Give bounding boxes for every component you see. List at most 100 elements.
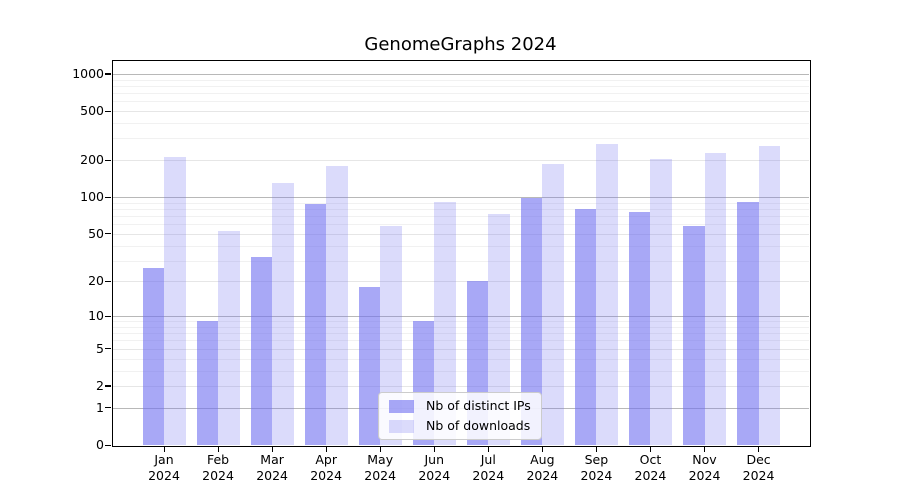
gridline-minor bbox=[113, 208, 809, 210]
month-year: 2024 bbox=[742, 468, 775, 483]
bar-ips-feb bbox=[196, 321, 219, 445]
bar-ips-apr bbox=[304, 203, 327, 445]
month-abbrev: Dec bbox=[746, 452, 771, 467]
month-year: 2024 bbox=[310, 468, 343, 483]
y-tick-mark bbox=[105, 110, 111, 112]
x-tick-mark bbox=[163, 446, 165, 452]
month-abbrev: Feb bbox=[206, 452, 230, 467]
y-tick-label: 200 bbox=[80, 152, 104, 168]
x-tick-mark bbox=[433, 446, 435, 452]
y-tick-label: 20 bbox=[88, 273, 104, 289]
gridline-minor bbox=[113, 224, 809, 226]
month-year: 2024 bbox=[148, 468, 180, 483]
legend: Nb of distinct IPs Nb of downloads bbox=[378, 392, 542, 440]
y-tick-mark bbox=[105, 385, 111, 387]
gridline-major bbox=[113, 197, 809, 199]
gridline-minor bbox=[113, 260, 809, 262]
bar-downloads-mar bbox=[272, 183, 294, 445]
gridline-minor bbox=[113, 358, 809, 360]
month-year: 2024 bbox=[256, 468, 288, 483]
gridline-minor bbox=[113, 79, 809, 81]
month-year: 2024 bbox=[688, 468, 721, 483]
x-tick-label-nov: Nov 2024 bbox=[673, 452, 737, 484]
legend-swatch-distinct-ips bbox=[389, 399, 414, 413]
y-tick-mark bbox=[105, 73, 111, 75]
month-abbrev: Apr bbox=[315, 452, 337, 467]
legend-item-distinct-ips: Nb of distinct IPs bbox=[389, 398, 537, 414]
bar-downloads-aug bbox=[542, 164, 564, 445]
bar-downloads-nov bbox=[704, 152, 726, 445]
x-tick-label-feb: Feb 2024 bbox=[186, 452, 250, 484]
month-abbrev: Nov bbox=[692, 452, 717, 467]
month-abbrev: May bbox=[367, 452, 394, 467]
month-abbrev: Oct bbox=[639, 452, 662, 467]
y-tick-label: 500 bbox=[80, 103, 104, 119]
x-tick-mark bbox=[758, 446, 760, 452]
bar-ips-dec bbox=[737, 202, 759, 445]
gridline-minor bbox=[113, 333, 809, 335]
bar-downloads-oct bbox=[650, 158, 672, 445]
legend-label-downloads: Nb of downloads bbox=[426, 418, 531, 433]
x-tick-label-aug: Aug 2024 bbox=[510, 452, 574, 484]
y-tick-label: 5 bbox=[96, 340, 104, 356]
gridline-mid bbox=[113, 111, 809, 113]
y-tick-label: 2 bbox=[96, 377, 104, 393]
bar-downloads-jul bbox=[488, 213, 510, 445]
x-tick-label-sep: Sep 2024 bbox=[564, 452, 628, 484]
bar-downloads-may bbox=[380, 225, 402, 445]
y-tick-mark bbox=[105, 233, 111, 235]
x-tick-mark bbox=[595, 446, 598, 452]
x-tick-mark bbox=[649, 446, 652, 452]
bar-ips-oct bbox=[628, 211, 651, 445]
legend-item-downloads: Nb of downloads bbox=[389, 418, 537, 434]
bar-ips-sep bbox=[574, 208, 597, 445]
gridline-minor bbox=[113, 326, 809, 328]
y-tick-mark bbox=[105, 444, 111, 446]
month-year: 2024 bbox=[526, 468, 559, 483]
gridline-minor bbox=[113, 123, 809, 124]
y-tick-mark bbox=[105, 315, 111, 317]
y-tick-mark bbox=[105, 407, 111, 409]
gridline-mid bbox=[113, 385, 809, 387]
y-tick-label: 1000 bbox=[72, 65, 104, 81]
gridline-mid bbox=[113, 281, 809, 283]
gridline-mid bbox=[113, 233, 809, 235]
month-year: 2024 bbox=[634, 468, 667, 483]
y-tick-label: 0 bbox=[96, 437, 104, 452]
month-abbrev: Sep bbox=[584, 452, 609, 467]
y-tick-label: 100 bbox=[80, 189, 104, 205]
month-year: 2024 bbox=[364, 468, 397, 483]
bar-downloads-sep bbox=[596, 144, 618, 445]
gridline-minor bbox=[113, 85, 809, 87]
gridline-minor bbox=[113, 101, 809, 103]
bar-ips-mar bbox=[250, 257, 273, 445]
gridline-minor bbox=[113, 216, 809, 217]
bar-ips-jan bbox=[142, 267, 164, 445]
y-tick-mark bbox=[105, 159, 111, 161]
month-year: 2024 bbox=[202, 468, 234, 483]
x-tick-mark bbox=[541, 446, 544, 452]
x-tick-mark bbox=[217, 446, 219, 452]
x-tick-label-jun: Jun 2024 bbox=[402, 452, 466, 484]
month-year: 2024 bbox=[472, 468, 505, 483]
x-tick-label-jul: Jul 2024 bbox=[456, 452, 520, 484]
x-tick-mark bbox=[379, 446, 381, 452]
x-tick-mark bbox=[704, 446, 706, 452]
gridline-minor bbox=[113, 340, 809, 342]
x-tick-label-dec: Dec 2024 bbox=[727, 452, 791, 484]
month-abbrev: Jun bbox=[424, 452, 445, 467]
x-tick-label-mar: Mar 2024 bbox=[240, 452, 304, 484]
gridline-minor bbox=[113, 370, 809, 372]
x-tick-label-may: May 2024 bbox=[348, 452, 412, 484]
x-tick-mark bbox=[325, 446, 327, 452]
gridline-minor bbox=[113, 321, 809, 323]
bar-ips-may bbox=[358, 286, 381, 445]
bar-ips-aug bbox=[520, 198, 543, 445]
gridline-minor bbox=[113, 245, 809, 247]
month-abbrev: Jul bbox=[480, 452, 496, 467]
gridline-major bbox=[113, 73, 809, 75]
bar-downloads-jun bbox=[434, 201, 456, 445]
x-tick-mark bbox=[271, 446, 273, 452]
y-tick-mark bbox=[105, 196, 111, 198]
gridline-minor bbox=[113, 138, 809, 140]
